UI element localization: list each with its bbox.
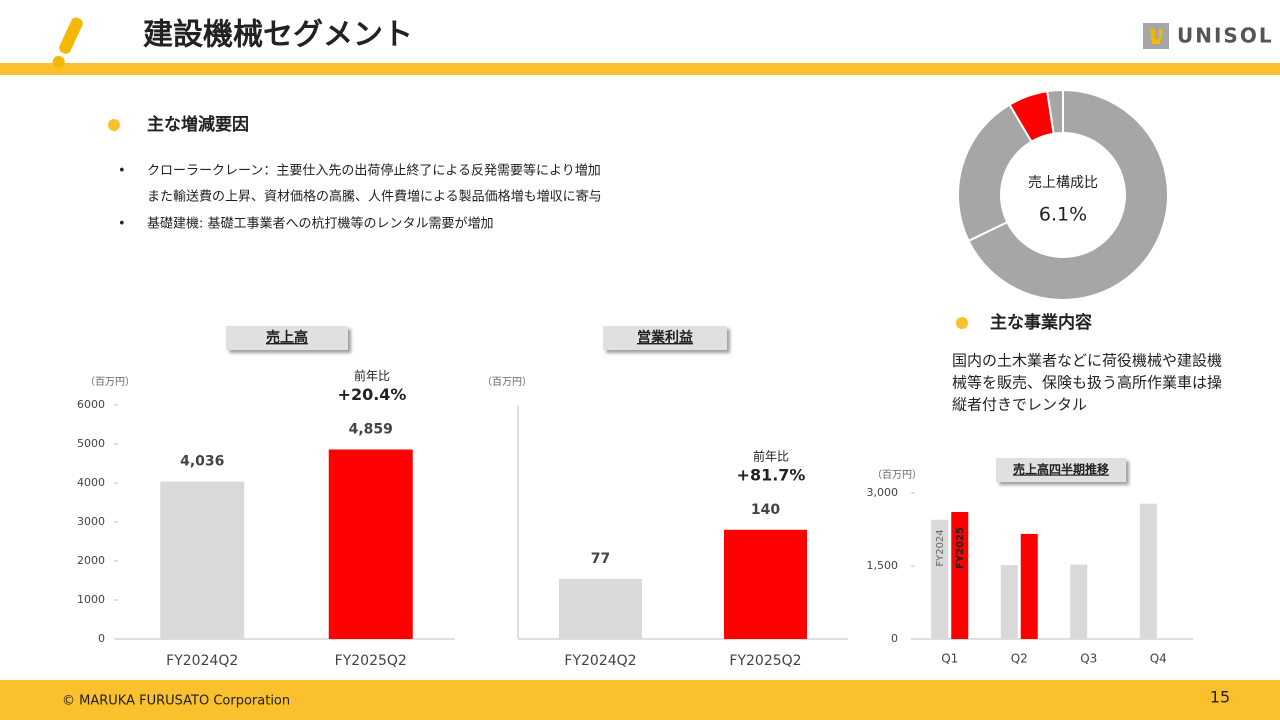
value-label: 140 [751, 502, 780, 518]
y-tick-label: 3,000 [867, 486, 899, 499]
chart-title-box [226, 326, 348, 350]
section-heading: 主な事業内容 [990, 312, 1092, 333]
chart-title-box [996, 458, 1126, 482]
chart-title: 売上高四半期推移 [1013, 462, 1109, 477]
bar [559, 578, 642, 639]
y-tick-label: 5000 [77, 437, 105, 450]
bullet-dot [108, 119, 120, 131]
y-tick-label: 1,500 [867, 559, 899, 572]
y-tick-label: 6000 [77, 398, 105, 411]
y-tick-label: 0 [891, 632, 898, 645]
brand-icon [1143, 23, 1169, 49]
section-heading: 主な増減要因 [147, 114, 249, 135]
bar [1020, 533, 1038, 639]
x-tick-label: Q1 [941, 652, 958, 666]
chart-title-box [603, 326, 727, 350]
legend-label: FY2025 [955, 527, 966, 569]
page-title: 建設機械セグメント [143, 18, 413, 53]
x-tick-label: FY2025Q2 [335, 653, 407, 669]
x-tick-label: FY2024Q2 [564, 653, 636, 669]
annotation-label: 前年比 [753, 448, 789, 463]
y-tick-label: 0 [98, 632, 105, 645]
chart-title: 営業利益 [637, 329, 693, 346]
brand-icon-mark [1150, 29, 1163, 44]
unit-label: （百万円） [872, 469, 922, 481]
business-text: 縦者付きでレンタル [952, 396, 1087, 414]
bullet-text: 基礎建機: 基礎工事業者への杭打機等のレンタル需要が増加 [147, 216, 494, 232]
x-tick-label: Q3 [1080, 652, 1097, 666]
unit-label: （百万円） [85, 376, 135, 388]
legend-label: FY2024 [935, 529, 946, 566]
business-text: 国内の土木業者などに荷役機械や建設機 [952, 352, 1222, 370]
bullet: • [118, 217, 126, 232]
page-number: 15 [1210, 688, 1230, 707]
copyright: © MARUKA FURUSATO Corporation [62, 694, 290, 709]
x-tick-label: FY2024Q2 [166, 653, 238, 669]
y-tick-label: 3000 [77, 515, 105, 528]
donut-segment [967, 88, 1169, 301]
unit-label: （百万円） [482, 376, 532, 388]
footer-bar [0, 680, 1280, 720]
bar [1070, 564, 1088, 639]
chart-title: 売上高 [266, 329, 308, 346]
logo-mark [52, 17, 83, 68]
bullet: • [118, 164, 126, 179]
donut-segment [1046, 88, 1064, 135]
bullet-text: また輸送費の上昇、資材価格の高騰、人件費増による製品価格増も増収に寄与 [147, 189, 602, 205]
bar [1139, 503, 1157, 639]
y-tick-label: 1000 [77, 593, 105, 606]
donut-center-value: 6.1% [1039, 204, 1087, 226]
x-tick-label: Q4 [1150, 652, 1167, 666]
value-label: 77 [591, 551, 610, 567]
value-label: 4,859 [349, 421, 393, 437]
annotation-label: 前年比 [354, 368, 390, 383]
x-tick-label: FY2025Q2 [729, 653, 801, 669]
header-stripe [0, 63, 1280, 75]
brand-name: UNISOL [1177, 24, 1274, 48]
y-tick-label: 2000 [77, 554, 105, 567]
bar [160, 481, 245, 639]
value-label: 4,036 [180, 454, 224, 470]
y-tick-label: 4000 [77, 476, 105, 489]
annotation-value: +20.4% [338, 385, 407, 404]
bar [328, 449, 413, 639]
bar [931, 519, 949, 639]
bullet-dot [956, 317, 968, 329]
business-text: 械等を販売、保険も扱う高所作業車は操 [952, 374, 1222, 392]
bar [1000, 565, 1018, 639]
x-tick-label: Q2 [1011, 652, 1028, 666]
annotation-value: +81.7% [737, 465, 806, 484]
bullet-text: クローラークレーン：主要仕入先の出荷停止終了による反発需要等により増加 [147, 163, 601, 179]
donut-center-label: 売上構成比 [1028, 175, 1098, 191]
bar [724, 529, 807, 639]
bar [951, 511, 969, 639]
